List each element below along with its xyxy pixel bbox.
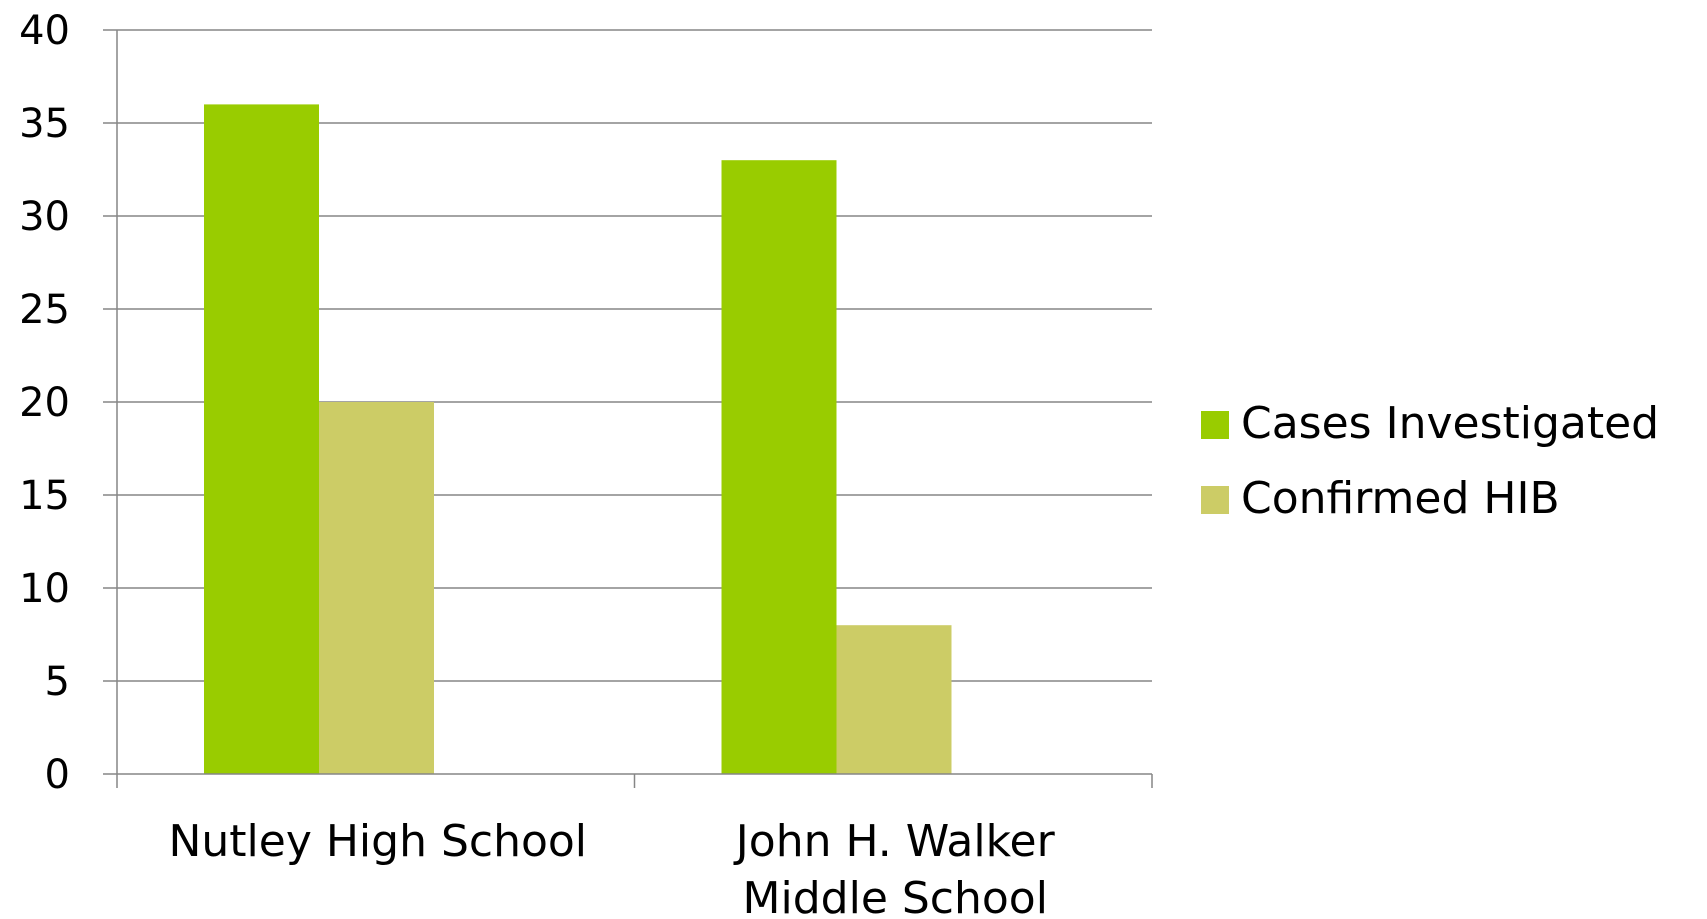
y-tick-labels: 0 5 10 15 20 25 30 35 40 [19,8,70,798]
y-tick-label: 10 [19,566,70,612]
x-category-labels: Nutley High School John H. Walker Middle S… [168,816,1056,919]
x-category-label: Nutley High School [168,816,587,867]
legend: Cases Investigated Confirmed HIB [1201,398,1659,524]
bar-confirmed-hib-0 [319,402,434,774]
y-tick-label: 0 [45,752,70,798]
bar-cases-investigated-0 [204,104,319,774]
bar-cases-investigated-1 [721,160,837,774]
legend-swatch [1201,486,1229,514]
y-tick-label: 35 [19,101,70,147]
y-tick-label: 20 [19,380,70,426]
x-category-label: John H. Walker Middle School [733,816,1056,915]
y-tick-label: 5 [45,659,70,705]
bar-confirmed-hib-1 [836,625,952,774]
y-tick-label: 25 [19,287,70,333]
legend-label: Confirmed HIB [1241,473,1560,524]
axes [103,29,1153,788]
y-tick-label: 30 [19,194,70,240]
y-tick-label: 15 [19,473,70,519]
legend-swatch [1201,411,1229,439]
legend-label: Cases Investigated [1241,398,1659,449]
y-tick-label: 40 [19,8,70,54]
bars [204,104,952,774]
